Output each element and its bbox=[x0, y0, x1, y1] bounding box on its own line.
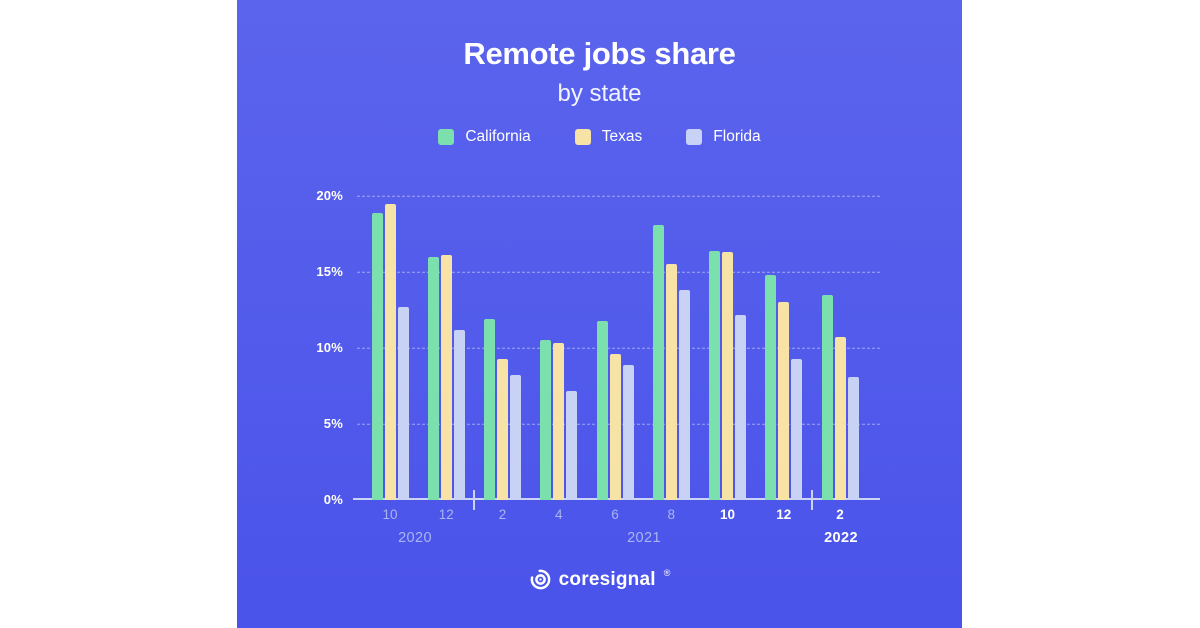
bar-texas bbox=[609, 354, 621, 500]
x-tick-label: 4 bbox=[554, 507, 563, 522]
texas-swatch-icon bbox=[574, 129, 591, 145]
year-separator-tick bbox=[811, 490, 813, 510]
y-tick-label: 15% bbox=[316, 264, 343, 279]
legend-label: Texas bbox=[601, 128, 643, 145]
bar-florida bbox=[847, 376, 859, 500]
bar-group bbox=[596, 320, 634, 500]
bar-group bbox=[371, 203, 409, 500]
coresignal-logo-icon bbox=[530, 569, 551, 590]
x-tick-label: 6 bbox=[611, 507, 619, 522]
bar-texas bbox=[778, 302, 790, 500]
y-tick-label: 5% bbox=[323, 416, 343, 431]
bar-florida bbox=[735, 314, 746, 500]
y-tick-label: 0% bbox=[323, 492, 343, 507]
year-separator-tick bbox=[473, 490, 475, 510]
x-tick-label: 12 bbox=[438, 507, 454, 522]
bar-group bbox=[709, 250, 746, 500]
bar-group bbox=[765, 275, 803, 500]
bar-california bbox=[484, 319, 495, 500]
bar-florida bbox=[453, 329, 465, 500]
chart-title: Remote jobs share bbox=[463, 36, 736, 71]
brand-footer: coresignal ® bbox=[237, 568, 962, 591]
plot-area: 0% 5% 10% 15% 20% 10 12 2 4 6 8 10 12 2 2020 2021 2022 bbox=[316, 188, 880, 546]
bar-california bbox=[371, 212, 383, 500]
california-swatch-icon bbox=[438, 129, 455, 145]
bar-group bbox=[540, 340, 578, 500]
bar-florida bbox=[397, 306, 409, 500]
x-tick-label: 10 bbox=[719, 507, 736, 522]
bar-florida bbox=[566, 390, 578, 500]
year-label-2021: 2021 bbox=[627, 530, 661, 546]
bar-group bbox=[484, 319, 521, 500]
bar-group bbox=[652, 224, 690, 500]
bar-california bbox=[427, 256, 439, 500]
bar-california bbox=[821, 294, 833, 500]
y-tick-label: 20% bbox=[316, 188, 343, 203]
bar-group bbox=[821, 294, 859, 500]
legend: California Texas Florida bbox=[237, 128, 962, 146]
x-tick-label: 2 bbox=[498, 507, 507, 522]
x-tick-label: 8 bbox=[667, 507, 676, 522]
bar-california bbox=[765, 275, 777, 500]
bar-florida bbox=[510, 375, 521, 500]
legend-item-texas: Texas bbox=[574, 128, 643, 146]
x-tick-label: 2 bbox=[836, 507, 844, 522]
bar-texas bbox=[497, 358, 508, 500]
bar-california bbox=[596, 320, 608, 500]
year-label-2022: 2022 bbox=[824, 530, 858, 546]
gridline bbox=[357, 271, 880, 273]
gridline bbox=[357, 195, 880, 197]
x-tick-label: 12 bbox=[776, 507, 792, 522]
bar-texas bbox=[440, 255, 452, 500]
bar-texas bbox=[665, 264, 677, 500]
bar-texas bbox=[722, 252, 733, 500]
bar-florida bbox=[622, 364, 634, 500]
x-tick-label: 10 bbox=[382, 507, 398, 522]
y-tick-label: 10% bbox=[316, 340, 343, 355]
brand-name: coresignal bbox=[558, 568, 656, 590]
year-label-2020: 2020 bbox=[398, 530, 432, 546]
bar-florida bbox=[678, 290, 690, 500]
legend-item-florida: Florida bbox=[686, 128, 761, 146]
bar-california bbox=[540, 340, 552, 500]
florida-swatch-icon bbox=[686, 129, 703, 145]
infographic-panel: Remote jobs share by state California Te… bbox=[237, 0, 962, 628]
registered-mark: ® bbox=[663, 567, 671, 578]
chart-subtitle: by state bbox=[557, 80, 642, 107]
bar-california bbox=[709, 250, 720, 500]
bar-texas bbox=[553, 343, 565, 500]
bar-florida bbox=[791, 358, 803, 500]
legend-label: California bbox=[465, 128, 531, 145]
gridline bbox=[357, 347, 880, 349]
bar-california bbox=[652, 224, 664, 500]
legend-item-california: California bbox=[438, 128, 531, 146]
bar-texas bbox=[834, 337, 846, 500]
legend-label: Florida bbox=[713, 128, 761, 145]
bar-group bbox=[427, 255, 465, 500]
bar-texas bbox=[384, 203, 396, 500]
